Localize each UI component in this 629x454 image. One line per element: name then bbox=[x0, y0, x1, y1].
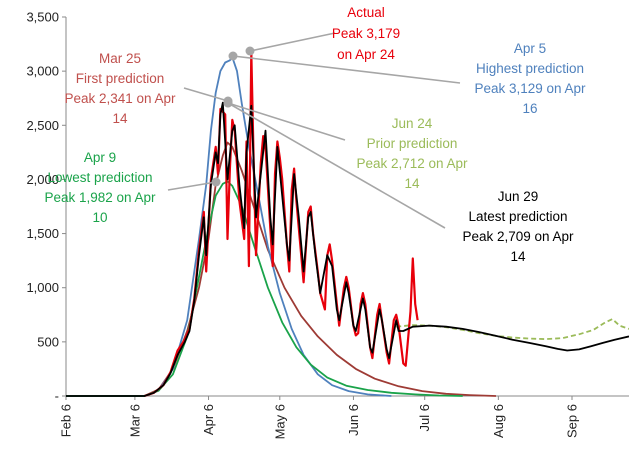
annotation-leader-apr5 bbox=[232, 55, 461, 84]
annotation-mar25-line: Mar 25 bbox=[99, 51, 141, 66]
annotation-marker-actual bbox=[245, 46, 255, 56]
annotation-leader-jun24 bbox=[227, 102, 346, 141]
annotation-jun29-line: Peak 2,709 on Apr bbox=[462, 229, 574, 244]
annotation-jun29-line: Latest prediction bbox=[468, 209, 567, 224]
x-tick-label: Apr 6 bbox=[201, 404, 216, 435]
annotation-actual-line: Peak 3,179 bbox=[332, 26, 400, 41]
annotation-apr5-line: 16 bbox=[522, 101, 537, 116]
x-tick-label: Sep 6 bbox=[564, 404, 579, 438]
annotation-mar25-line: 14 bbox=[112, 111, 128, 126]
annotation-leader-actual bbox=[249, 32, 336, 52]
y-tick-label: 1,000 bbox=[26, 280, 59, 295]
annotation-jun24-line: 14 bbox=[404, 176, 420, 191]
y-tick-label: 2,000 bbox=[26, 172, 59, 187]
annotation-layer: Actual Peak 3,179 on Apr 24 Mar 25 First pre… bbox=[44, 5, 586, 264]
annotation-marker-apr9 bbox=[211, 177, 221, 187]
y-tick-label: 2,500 bbox=[26, 118, 59, 133]
annotation-leader-jun29 bbox=[227, 102, 446, 229]
y-tick-label: 3,500 bbox=[26, 10, 59, 25]
x-tick-label: May 6 bbox=[272, 404, 287, 439]
x-tick-label: Aug 6 bbox=[491, 404, 506, 438]
annotation-apr9-line: Peak 1,982 on Apr bbox=[44, 190, 156, 205]
series-line-jun24 bbox=[396, 318, 629, 340]
y-tick-label: - bbox=[55, 389, 59, 404]
chart-axes: - 500 1,000 1,500 2,000 2,500 3,000 3,500 Feb 6 M… bbox=[26, 10, 629, 439]
annotation-marker-apr5 bbox=[228, 51, 238, 61]
series-line-jun29 bbox=[66, 101, 629, 397]
annotation-leader-mar25 bbox=[183, 87, 229, 102]
series-line-actual bbox=[144, 50, 419, 398]
annotation-apr9-line: Apr 9 bbox=[84, 150, 116, 165]
annotation-apr5-line: Peak 3,129 on Apr bbox=[474, 81, 586, 96]
x-tick-label: Mar 6 bbox=[127, 404, 142, 437]
annotation-apr9-line: Lowest prediction bbox=[47, 170, 152, 185]
annotation-marker-jun29 bbox=[223, 98, 233, 108]
annotation-jun24-line: Peak 2,712 on Apr bbox=[356, 156, 468, 171]
x-tick-label: Jul 6 bbox=[417, 404, 432, 431]
annotation-mar25-line: Peak 2,341 on Apr bbox=[64, 91, 176, 106]
y-tick-label: 3,000 bbox=[26, 64, 59, 79]
y-tick-label: 500 bbox=[37, 334, 59, 349]
x-tick-label: Feb 6 bbox=[59, 404, 74, 437]
annotation-apr5-line: Highest prediction bbox=[476, 61, 584, 76]
annotation-actual-line: on Apr 24 bbox=[337, 47, 395, 62]
annotation-jun24-line: Jun 24 bbox=[392, 116, 433, 131]
annotation-jun29-line: Jun 29 bbox=[498, 189, 539, 204]
annotation-actual-line: Actual bbox=[347, 5, 385, 20]
annotation-jun24-line: Prior prediction bbox=[367, 136, 458, 151]
series-layer bbox=[66, 50, 629, 398]
x-tick-label: Jun 6 bbox=[346, 404, 361, 436]
annotation-jun29-line: 14 bbox=[510, 249, 526, 264]
annotation-leader-apr9 bbox=[167, 181, 217, 191]
annotation-apr5-line: Apr 5 bbox=[514, 41, 546, 56]
annotation-mar25-line: First prediction bbox=[76, 71, 165, 86]
annotation-apr9-line: 10 bbox=[92, 210, 107, 225]
y-tick-label: 1,500 bbox=[26, 226, 59, 241]
series-line-apr5 bbox=[66, 56, 392, 397]
